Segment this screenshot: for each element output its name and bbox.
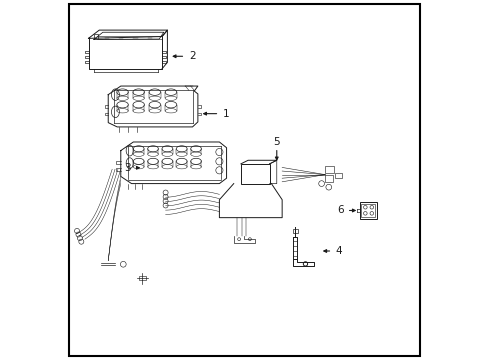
Bar (292, 229, 297, 233)
Text: 4: 4 (334, 246, 341, 256)
Text: 5: 5 (273, 138, 280, 147)
Bar (359, 202, 376, 219)
Text: 3: 3 (124, 163, 131, 173)
Bar (241, 164, 269, 184)
Text: 2: 2 (189, 51, 195, 61)
Text: 1: 1 (222, 109, 229, 119)
Text: 6: 6 (336, 206, 343, 216)
Bar (335, 173, 342, 178)
Bar (325, 166, 333, 173)
Bar (360, 204, 375, 217)
Bar (325, 175, 332, 182)
Bar (139, 276, 145, 280)
